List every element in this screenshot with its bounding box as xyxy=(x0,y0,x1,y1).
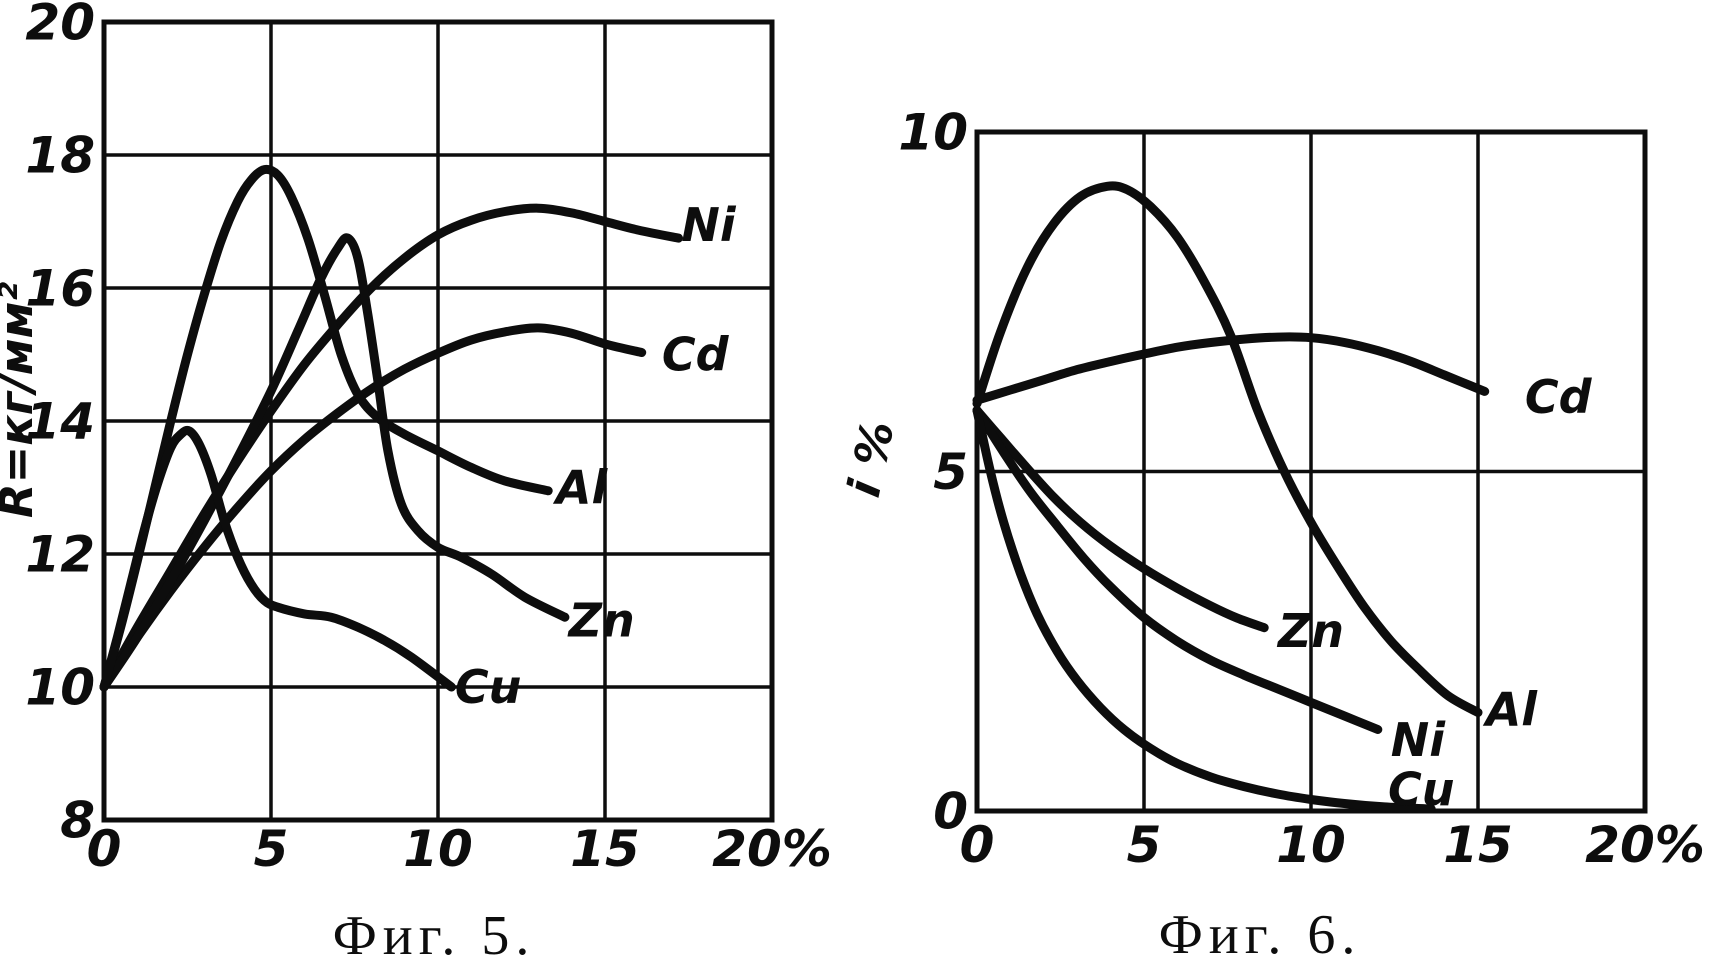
fig6-x-tick-label-0: 0 xyxy=(960,816,995,874)
fig6-x-tick-label-10: 10 xyxy=(1276,816,1346,874)
fig5-curve-Zn xyxy=(99,233,570,692)
fig5-y-tick-label-20: 20 xyxy=(25,0,95,52)
fig6-curve-label-Ni: Ni xyxy=(1391,713,1446,767)
fig5-y-tick-label-18: 18 xyxy=(25,127,95,185)
fig5-curve-label-Cd: Cd xyxy=(662,328,730,382)
fig5-x-tick-label-20: 20% xyxy=(712,820,832,878)
fig5-plot-border xyxy=(101,19,775,823)
fig5-y-axis-title: R=кг/мм² xyxy=(0,282,43,518)
fig5-x-tick-label-5: 5 xyxy=(254,820,289,878)
fig6-y-axis-title: i % xyxy=(837,416,905,502)
fig6-plot-border xyxy=(974,129,1648,814)
fig5-x-tick-label-15: 15 xyxy=(570,820,640,878)
fig5-curve-Cd xyxy=(99,323,647,692)
fig5-y-tick-label-14: 14 xyxy=(25,393,95,451)
fig5-x-tick-label-0: 0 xyxy=(87,820,122,878)
fig6-curve-Al xyxy=(972,181,1483,717)
fig5-curve-label-Al: Al xyxy=(553,461,609,515)
fig5-curve-label-Zn: Zn xyxy=(567,594,635,648)
fig6-y-tick-label-0: 0 xyxy=(933,783,968,841)
fig6-curve-Cu xyxy=(972,405,1436,814)
fig5-curve-label-Ni: Ni xyxy=(681,198,736,252)
fig5-caption: Фиг. 5. xyxy=(332,905,536,962)
fig5-y-tick-label-16: 16 xyxy=(25,260,95,318)
fig5-y-tick-label-8: 8 xyxy=(60,792,95,850)
fig6-curve-Zn xyxy=(972,405,1269,633)
fig6-curve-Cd xyxy=(972,332,1490,405)
fig6-y-tick-label-10: 10 xyxy=(898,104,968,162)
fig5-curve-label-Cu: Cu xyxy=(455,660,522,714)
fig5-plot: Ni Cd Al Zn Cu 0 5 10 15 20% 20 18 16 14 12 10 8 R=кг/мм² xyxy=(0,0,832,878)
fig6-curve-label-Cu: Cu xyxy=(1388,762,1455,816)
fig5-curve-Al xyxy=(99,164,553,692)
fig6-x-tick-label-15: 15 xyxy=(1443,816,1513,874)
fig6-curve-label-Al: Al xyxy=(1483,682,1539,736)
fig5-x-tick-label-10: 10 xyxy=(403,820,473,878)
fig6-curve-Ni xyxy=(972,405,1383,734)
fig6-y-tick-label-5: 5 xyxy=(933,443,968,501)
fig6-caption: Фиг. 6. xyxy=(1158,904,1362,962)
fig5-curve-Cu xyxy=(99,425,456,692)
fig5-y-tick-label-12: 12 xyxy=(25,526,95,584)
fig5-y-tick-label-10: 10 xyxy=(25,659,95,717)
fig6-curve-label-Zn: Zn xyxy=(1276,604,1344,658)
fig6-x-tick-label-20: 20% xyxy=(1585,816,1705,874)
fig6-curve-label-Cd: Cd xyxy=(1525,370,1593,424)
fig6-x-tick-label-5: 5 xyxy=(1127,816,1162,874)
